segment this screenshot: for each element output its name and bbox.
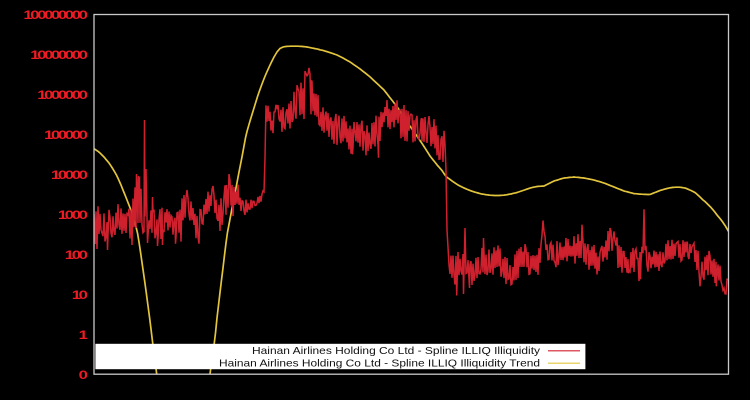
svg-text:0: 0 [79,370,88,383]
svg-text:10: 10 [72,290,88,303]
svg-text:1000: 1000 [58,210,88,223]
svg-text:Hainan Airlines Holding Co Ltd: Hainan Airlines Holding Co Ltd - Spline … [252,345,541,357]
svg-text:10000: 10000 [51,170,88,183]
svg-text:1000000: 1000000 [37,90,88,103]
svg-text:Hainan Airlines Holding Co Ltd: Hainan Airlines Holding Co Ltd - Spline … [219,358,540,370]
svg-text:10000000: 10000000 [30,50,88,63]
svg-text:100: 100 [65,250,88,263]
svg-text:1: 1 [79,330,88,343]
svg-text:100000000: 100000000 [23,10,88,23]
svg-text:100000: 100000 [44,130,88,143]
